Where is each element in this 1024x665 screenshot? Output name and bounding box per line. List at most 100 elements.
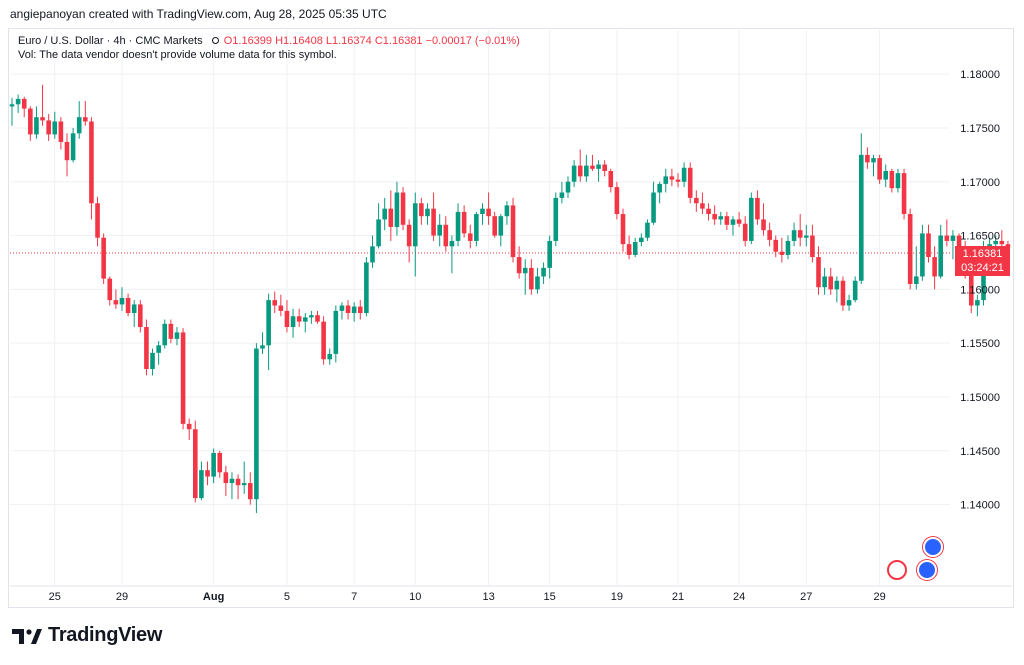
candle-up <box>913 246 919 290</box>
candle-up <box>474 211 479 247</box>
candle-body <box>119 297 125 305</box>
candle-up <box>858 133 864 284</box>
candle-body <box>229 478 235 484</box>
candle-body <box>901 173 907 215</box>
candle-up <box>681 162 687 188</box>
time-tick-label: 29 <box>116 591 128 603</box>
candle-down <box>101 233 106 284</box>
candle-up <box>852 276 858 303</box>
candle-body <box>266 300 271 346</box>
candle-down <box>168 319 174 344</box>
candle-up <box>156 341 161 365</box>
candle-body <box>467 233 473 241</box>
candle-down <box>761 203 766 236</box>
candle-up <box>174 327 180 346</box>
economic-event-eu-icon[interactable] <box>917 560 937 580</box>
economic-event-us-icon[interactable] <box>887 560 907 580</box>
candle-body <box>302 317 308 322</box>
candle-up <box>370 235 375 268</box>
candle-body <box>168 323 174 339</box>
symbol-label[interactable]: Euro / U.S. Dollar · 4h · CMC Markets <box>18 35 203 47</box>
candle-body <box>46 120 51 135</box>
candle-down <box>706 203 711 221</box>
candle-body <box>761 219 766 231</box>
candle-body <box>706 208 711 215</box>
candle-up <box>553 192 559 247</box>
time-tick-label: 13 <box>482 591 494 603</box>
candle-body <box>657 183 662 193</box>
candle-body <box>474 214 479 241</box>
candle-down <box>345 300 351 320</box>
candle-body <box>639 237 644 243</box>
candle-body <box>553 197 559 241</box>
candle-body <box>883 170 889 180</box>
candle-down <box>907 208 913 290</box>
candle-up <box>309 310 314 324</box>
candle-up <box>791 222 797 247</box>
candle-body <box>632 242 638 255</box>
candle-down <box>755 190 760 225</box>
candle-body <box>351 306 357 314</box>
economic-event-eu-icon[interactable] <box>923 537 943 557</box>
candle-body <box>932 257 937 277</box>
candle-body <box>895 173 901 189</box>
candle-body <box>675 179 681 182</box>
candle-body <box>541 267 546 277</box>
tradingview-logo[interactable]: TradingView <box>12 624 162 647</box>
candle-body <box>186 423 192 430</box>
candle-down <box>186 418 192 441</box>
candle-body <box>333 310 339 354</box>
candle-body <box>846 300 852 306</box>
candle-up <box>883 164 889 188</box>
candle-body <box>376 219 381 247</box>
candle-down <box>577 149 583 182</box>
candle-body <box>535 276 540 290</box>
candle-body <box>626 244 632 255</box>
candle-body <box>822 276 827 288</box>
candle-body <box>193 429 198 499</box>
high-value: H1.16408 <box>275 35 323 47</box>
candle-up <box>938 224 944 279</box>
candle-down <box>828 267 834 295</box>
candle-up <box>241 461 247 494</box>
candle-up <box>364 257 369 317</box>
candle-up <box>565 176 571 198</box>
candle-down <box>773 235 779 258</box>
candle-down <box>443 216 449 252</box>
candle-body <box>749 197 754 241</box>
candle-body <box>437 224 442 236</box>
bar-countdown: 03:24:21 <box>961 262 1004 274</box>
candle-up <box>339 302 345 320</box>
chart-legend: Euro / U.S. Dollar · 4h · CMC Markets O1… <box>18 33 520 49</box>
candle-body <box>944 235 950 241</box>
candle-body <box>425 208 430 217</box>
candle-up <box>834 276 840 303</box>
candle-up <box>211 448 216 484</box>
candle-body <box>382 208 388 220</box>
candle-body <box>529 267 534 290</box>
candle-down <box>510 197 516 263</box>
chart-frame <box>8 28 1014 608</box>
candle-body <box>877 158 882 180</box>
time-tick-label: 15 <box>544 591 556 603</box>
candle-down <box>932 246 937 290</box>
candle-down <box>278 294 284 317</box>
candle-body <box>956 235 962 247</box>
candle-body <box>840 280 846 306</box>
candle-up <box>596 160 601 182</box>
candle-down <box>877 154 882 184</box>
candle-body <box>663 176 669 184</box>
candle-down <box>492 211 497 238</box>
candle-down <box>999 230 1005 249</box>
candle-up <box>412 192 418 277</box>
candle-body <box>584 165 589 177</box>
tradingview-logo-text: TradingView <box>48 624 163 646</box>
candles <box>9 84 1011 514</box>
candle-body <box>254 348 259 500</box>
candle-body <box>608 170 614 188</box>
candle-down <box>272 291 278 314</box>
candle-down <box>712 205 717 225</box>
candle-up <box>895 168 901 193</box>
candle-body <box>785 240 791 255</box>
